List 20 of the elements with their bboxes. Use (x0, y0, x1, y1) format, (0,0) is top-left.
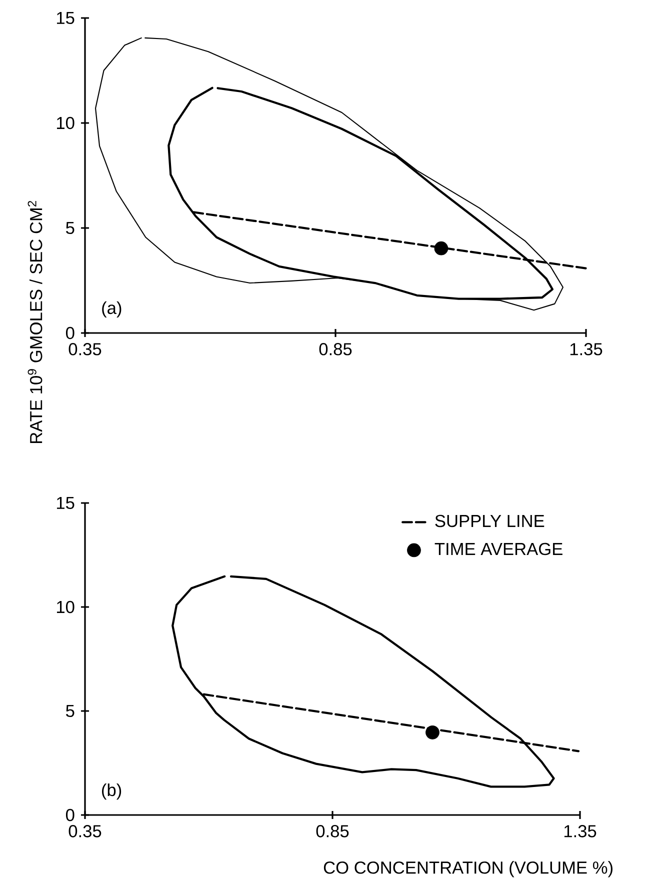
y-axis-title: RATE 10$^{9}$ GMOLES / SEC CM$^{2}$ (28, 200, 42, 443)
x-tick-label: 1.35 (564, 825, 596, 838)
y-tick-label: 0 (66, 326, 74, 340)
annotation: (a) (102, 301, 122, 318)
y-tick-label: 10 (56, 116, 74, 130)
legend-label: TIME AVERAGE (434, 542, 562, 556)
y-tick-label: 15 (56, 12, 74, 24)
y-tick-label: 5 (66, 704, 74, 718)
x-tick-label: 1.35 (570, 343, 602, 356)
x-axis-title: CO CONCENTRATION (VOLUME %) (324, 861, 612, 878)
y-tick-label: 5 (66, 222, 74, 234)
y-tick-label: 15 (56, 496, 74, 510)
y-tick-label: 0 (66, 808, 74, 822)
x-tick-label: 0.85 (319, 343, 352, 356)
y-tick-label: 10 (56, 600, 74, 614)
annotation: (b) (102, 783, 122, 800)
x-tick-label: 0.35 (68, 825, 102, 838)
x-tick-label: 0.35 (68, 343, 102, 356)
legend-label: SUPPLY LINE (435, 514, 544, 528)
x-tick-label: 0.85 (316, 825, 349, 838)
